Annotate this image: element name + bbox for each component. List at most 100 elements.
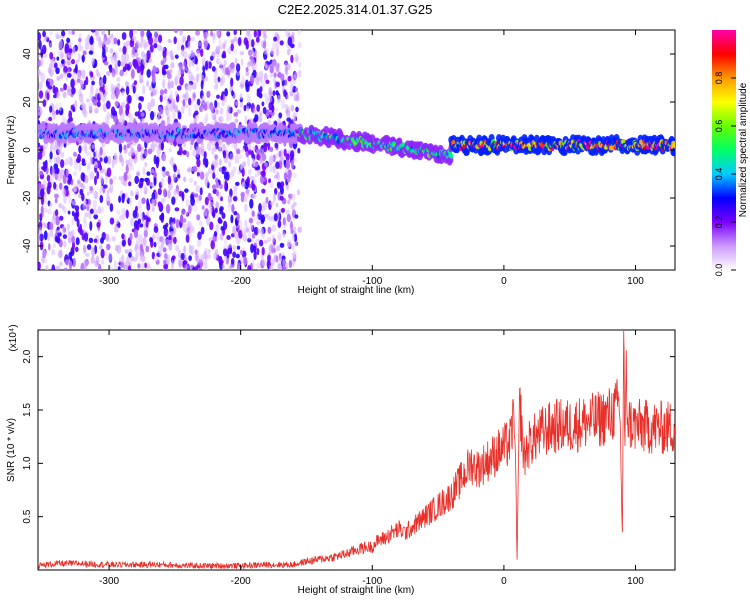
heatmap-cell (220, 226, 224, 231)
heatmap-cell (151, 207, 155, 212)
heatmap-cell (43, 197, 48, 204)
heatmap-cell (128, 157, 134, 163)
heatmap-cell (233, 30, 237, 36)
heatmap-cell (253, 30, 257, 38)
heatmap-cell (239, 249, 244, 256)
heatmap-cell (128, 181, 132, 187)
heatmap-cell (236, 245, 241, 250)
heatmap-cell (285, 209, 290, 216)
heatmap-cell (210, 112, 215, 118)
heatmap-cell (98, 38, 102, 49)
heatmap-cell (200, 254, 205, 263)
heatmap-cell (88, 50, 94, 55)
heatmap-cell (100, 237, 104, 244)
heatmap-cell (144, 177, 149, 183)
heatmap-ytick-label: 0 (22, 147, 33, 153)
heatmap-cell (105, 100, 111, 110)
heatmap-cell (203, 260, 208, 270)
heatmap-cell (168, 147, 172, 153)
heatmap-cell (148, 58, 153, 63)
colorbar-label: Normalized spectral amplitude (738, 82, 749, 217)
heatmap-cell (83, 220, 87, 229)
heatmap-cell (155, 116, 161, 123)
heatmap-cell (113, 226, 119, 233)
snr-plot-area (37, 329, 676, 571)
heatmap-cell (62, 187, 67, 198)
heatmap-cell (66, 37, 71, 44)
heatmap-cell (44, 35, 49, 40)
heatmap-cell (216, 101, 221, 109)
heatmap-cell (240, 147, 245, 153)
heatmap-cell (115, 218, 120, 224)
heatmap-cell (216, 58, 220, 65)
heatmap-cell (184, 264, 189, 270)
heatmap-cell (267, 226, 272, 234)
heatmap-cell (104, 249, 108, 257)
heatmap-cell (265, 65, 268, 70)
heatmap-cell (111, 38, 115, 46)
heatmap-cell (203, 151, 207, 159)
heatmap-cell (162, 247, 167, 253)
heatmap-cell (235, 148, 241, 155)
snr-ytick-label: 1.0 (22, 456, 33, 470)
heatmap-cell (108, 266, 114, 270)
heatmap-cell (118, 105, 123, 116)
heatmap-cell (153, 171, 157, 178)
heatmap-cell (245, 227, 250, 233)
heatmap-cell (237, 37, 242, 46)
heatmap-cell (245, 30, 250, 37)
heatmap-cell (281, 266, 287, 270)
chart-title: C2E2.2025.314.01.37.G25 (278, 2, 433, 17)
heatmap-cell (95, 88, 99, 95)
heatmap-cell (82, 50, 87, 56)
heatmap-cell (135, 194, 139, 201)
heatmap-cell (49, 174, 55, 184)
heatmap-cell (157, 188, 162, 196)
heatmap-cell (277, 219, 282, 229)
heatmap-cell (159, 248, 163, 258)
heatmap-cell (241, 226, 246, 236)
heatmap-cell (134, 111, 140, 117)
heatmap-cell (160, 60, 165, 66)
heatmap-cell (64, 45, 68, 54)
heatmap-cell (239, 101, 244, 108)
heatmap-cell (208, 237, 213, 242)
heatmap-cell (131, 36, 135, 42)
heatmap-cell (188, 71, 193, 82)
heatmap-cell (111, 72, 116, 78)
heatmap-cell (38, 90, 44, 99)
heatmap-cell (97, 263, 102, 270)
heatmap-cell (293, 233, 298, 243)
heatmap-cell (104, 90, 108, 96)
heatmap-cell (133, 229, 139, 238)
heatmap-cell (214, 207, 218, 214)
heatmap-cell (76, 218, 80, 228)
heatmap-cell (42, 30, 46, 38)
heatmap-cell (245, 71, 250, 77)
heatmap-cell (156, 147, 161, 156)
heatmap-cell (49, 229, 54, 238)
heatmap-cell (192, 266, 196, 270)
heatmap-cell (84, 175, 89, 184)
heatmap-cell (198, 73, 203, 78)
heatmap-cell (178, 146, 183, 156)
heatmap-cell (200, 79, 204, 90)
heatmap-cell (133, 80, 138, 86)
heatmap-cell (156, 235, 161, 245)
heatmap-cell (60, 159, 65, 169)
heatmap-cell (143, 229, 148, 238)
heatmap-cell (240, 58, 244, 67)
heatmap-cell (57, 49, 61, 56)
heatmap-cell (146, 198, 150, 207)
heatmap-cell (66, 223, 71, 232)
heatmap-cell (295, 106, 299, 113)
heatmap-cell (227, 47, 232, 55)
heatmap-cell (279, 155, 284, 162)
heatmap-cell (80, 145, 85, 152)
heatmap-cell (192, 204, 198, 212)
heatmap-cell (291, 235, 295, 241)
heatmap-cell (279, 242, 285, 248)
heatmap-cell (179, 76, 184, 86)
heatmap-cell (140, 112, 145, 117)
